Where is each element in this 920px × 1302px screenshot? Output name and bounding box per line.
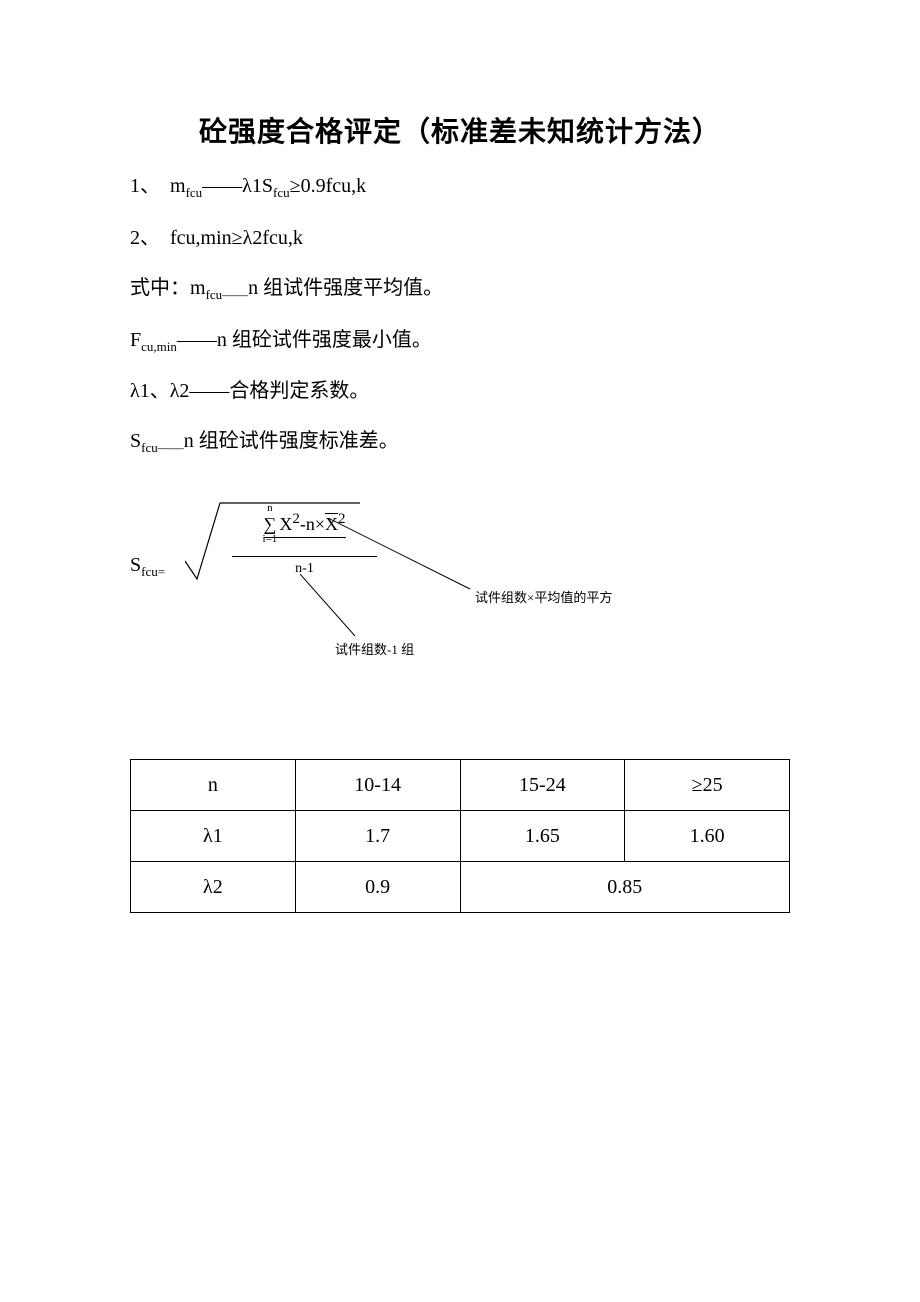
- table-cell: 1.65: [460, 811, 625, 862]
- def-m-suffix: n 组试件强度平均值。: [248, 277, 443, 299]
- def-m: 式中：mfcu——n 组试件强度平均值。: [130, 272, 790, 306]
- def-s-suffix: n 组砼试件强度标准差。: [184, 430, 399, 452]
- def-f: Fcu,min——n 组砼试件强度最小值。: [130, 324, 790, 358]
- page-title: 砼强度合格评定（标准差未知统计方法）: [130, 110, 790, 150]
- def-s-sub: fcu——: [141, 440, 184, 455]
- table-cell: 1.7: [295, 811, 460, 862]
- sigma-bot: i=1: [263, 533, 278, 545]
- annotation-2: 试件组数-1 组: [335, 639, 414, 658]
- table-header: ≥25: [625, 760, 790, 811]
- cond1-suffix: ≥0.9fcu,k: [290, 175, 367, 197]
- table-row: λ2 0.9 0.85: [131, 862, 790, 913]
- table-row: λ1 1.7 1.65 1.60: [131, 811, 790, 862]
- formula-s-sub: fcu=: [141, 564, 165, 579]
- table-header: 15-24: [460, 760, 625, 811]
- def-f-suffix: ——n 组砼试件强度最小值。: [177, 329, 432, 351]
- def-f-sub: cu,min: [141, 339, 177, 354]
- table-cell: λ2: [131, 862, 296, 913]
- cond1-sub2: fcu: [273, 185, 290, 200]
- sigma-icon: ∑: [264, 514, 277, 534]
- coefficient-table: n 10-14 15-24 ≥25 λ1 1.7 1.65 1.60 λ2 0.…: [130, 759, 790, 913]
- table-cell: λ1: [131, 811, 296, 862]
- condition-2: 2、 fcu,min≥λ2fcu,k: [130, 222, 790, 254]
- def-m-prefix: 式中：m: [130, 277, 206, 299]
- table-header: n: [131, 760, 296, 811]
- formula-area: Sfcu= n ∑ i=1 X2-n×X2 n-1 试件组数×平均值的平方 试件…: [130, 499, 790, 699]
- def-s: Sfcu——n 组砼试件强度标准差。: [130, 425, 790, 459]
- num-mid: -n×: [300, 514, 325, 534]
- table-cell: 0.85: [460, 862, 790, 913]
- def-lambda: λ1、λ2——合格判定系数。: [130, 375, 790, 407]
- table-row: n 10-14 15-24 ≥25: [131, 760, 790, 811]
- table-cell: 0.9: [295, 862, 460, 913]
- num-sup1: 2: [292, 511, 300, 527]
- sigma-top: n: [267, 502, 273, 514]
- def-s-prefix: S: [130, 430, 141, 452]
- cond1-sub1: fcu: [186, 185, 203, 200]
- formula-s: S: [130, 554, 141, 576]
- table-cell: 1.60: [625, 811, 790, 862]
- sigma-block: n ∑ i=1: [264, 514, 277, 535]
- cond1-mid: ——λ1S: [202, 175, 273, 197]
- num-x1: X: [279, 514, 292, 534]
- def-m-sub: fcu——: [206, 287, 249, 302]
- formula-left: Sfcu=: [130, 554, 165, 580]
- table-header: 10-14: [295, 760, 460, 811]
- condition-1: 1、 mfcu——λ1Sfcu≥0.9fcu,k: [130, 170, 790, 204]
- annotation-1: 试件组数×平均值的平方: [475, 587, 612, 606]
- def-f-prefix: F: [130, 329, 141, 351]
- cond1-prefix: 1、 m: [130, 175, 186, 197]
